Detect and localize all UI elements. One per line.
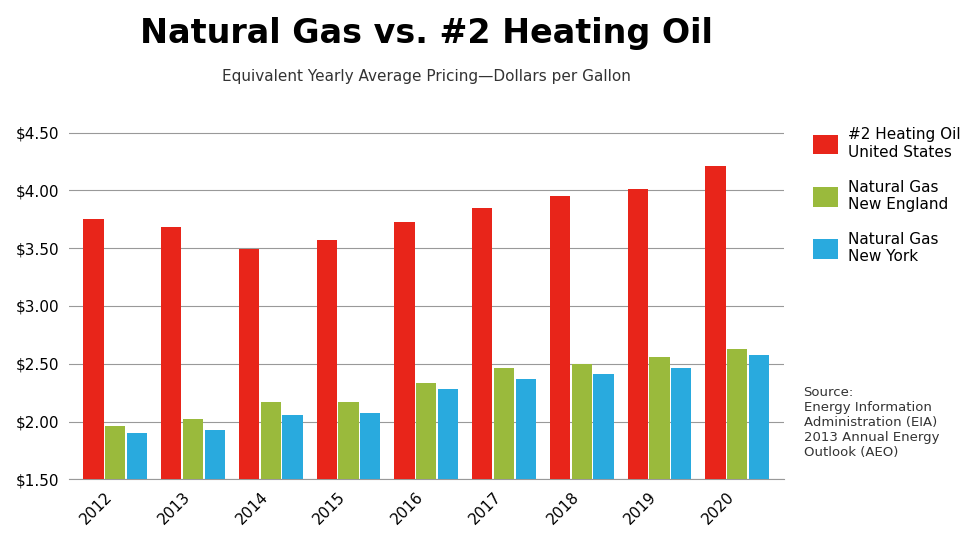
Bar — [183, 419, 203, 551]
Bar — [594, 374, 613, 551]
Bar — [83, 219, 104, 551]
Bar — [317, 240, 337, 551]
Bar — [727, 349, 748, 551]
Bar — [749, 354, 769, 551]
Bar — [205, 430, 224, 551]
Bar — [628, 189, 648, 551]
Bar — [261, 402, 281, 551]
Bar — [706, 166, 725, 551]
Bar — [338, 402, 359, 551]
Bar — [472, 208, 492, 551]
Legend: #2 Heating Oil
United States, Natural Gas
New England, Natural Gas
New York: #2 Heating Oil United States, Natural Ga… — [813, 127, 960, 264]
Bar — [571, 364, 592, 551]
Bar — [550, 196, 570, 551]
Bar — [650, 357, 669, 551]
Bar — [105, 426, 125, 551]
Text: Natural Gas vs. #2 Heating Oil: Natural Gas vs. #2 Heating Oil — [140, 17, 712, 50]
Bar — [394, 222, 415, 551]
Bar — [127, 433, 147, 551]
Text: Equivalent Yearly Average Pricing—Dollars per Gallon: Equivalent Yearly Average Pricing—Dollar… — [221, 69, 631, 84]
Bar — [161, 228, 181, 551]
Bar — [438, 389, 459, 551]
Bar — [282, 414, 303, 551]
Bar — [515, 379, 536, 551]
Bar — [361, 413, 380, 551]
Text: Source:
Energy Information
Administration (EIA)
2013 Annual Energy
Outlook (AEO): Source: Energy Information Administratio… — [804, 386, 939, 458]
Bar — [494, 369, 514, 551]
Bar — [239, 249, 259, 551]
Bar — [671, 369, 692, 551]
Bar — [416, 383, 436, 551]
